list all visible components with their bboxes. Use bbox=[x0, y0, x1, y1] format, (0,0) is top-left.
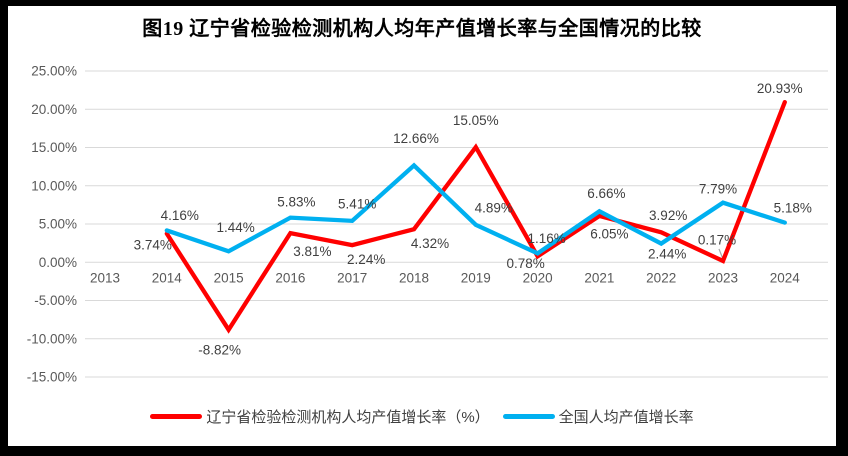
leader-line bbox=[718, 248, 724, 259]
data-label: 6.05% bbox=[590, 227, 628, 242]
data-label: -8.82% bbox=[198, 342, 241, 357]
x-tick-label: 2023 bbox=[708, 270, 738, 285]
series-line-national bbox=[164, 162, 787, 256]
y-tick-label: 20.00% bbox=[31, 102, 77, 117]
data-label: 6.66% bbox=[587, 186, 625, 201]
x-tick-label: 2019 bbox=[461, 270, 491, 285]
x-tick-label: 2015 bbox=[214, 270, 244, 285]
x-tick-label: 2024 bbox=[770, 270, 801, 285]
data-label: 1.44% bbox=[216, 220, 254, 235]
legend-swatch-liaoning-icon bbox=[150, 414, 203, 419]
data-label: 5.18% bbox=[774, 200, 812, 215]
data-label: 2.24% bbox=[347, 252, 385, 267]
data-label: 3.81% bbox=[293, 244, 331, 259]
data-label: 3.92% bbox=[649, 208, 687, 223]
x-tick-label: 2014 bbox=[152, 270, 183, 285]
data-label: 12.66% bbox=[393, 131, 439, 146]
x-tick-label: 2016 bbox=[275, 270, 305, 285]
data-label: 5.41% bbox=[338, 197, 376, 212]
legend-swatch-national-icon bbox=[502, 414, 555, 419]
data-label: 0.17% bbox=[698, 233, 736, 248]
y-tick-label: -10.00% bbox=[27, 331, 77, 346]
y-tick-label: 0.00% bbox=[39, 255, 77, 270]
data-label: 15.05% bbox=[453, 113, 499, 128]
line-chart-plot: 25.00% 20.00% 15.00% 10.00% 5.00% 0.00% -5.00%… bbox=[27, 64, 828, 385]
legend-label-national: 全国人均产值增长率 bbox=[558, 409, 694, 426]
data-label: 2.44% bbox=[648, 246, 686, 261]
x-tick-label: 2022 bbox=[646, 270, 676, 285]
data-label: 5.83% bbox=[277, 194, 315, 209]
x-tick-label: 2020 bbox=[523, 270, 553, 285]
data-label: 4.32% bbox=[411, 236, 449, 251]
data-label: 3.74% bbox=[134, 237, 172, 252]
x-tick-label: 2017 bbox=[337, 270, 367, 285]
data-label: 4.89% bbox=[475, 201, 513, 216]
y-tick-label: 15.00% bbox=[31, 140, 77, 155]
y-tick-label: 5.00% bbox=[39, 217, 77, 232]
legend-label-liaoning: 辽宁省检验检测机构人均产值增长率（%） bbox=[206, 409, 490, 426]
legend-item-liaoning: 辽宁省检验检测机构人均产值增长率（%） bbox=[150, 406, 490, 427]
chart-title: 图19 辽宁省检验检测机构人均年产值增长率与全国情况的比较 bbox=[142, 18, 702, 40]
y-tick-label: 10.00% bbox=[31, 178, 77, 193]
data-label: 1.16% bbox=[527, 231, 565, 246]
data-label: 20.93% bbox=[757, 81, 803, 96]
y-tick-label: -5.00% bbox=[34, 293, 77, 308]
chart-legend: 辽宁省检验检测机构人均产值增长率（%） 全国人均产值增长率 bbox=[8, 406, 836, 427]
series-line-liaoning bbox=[164, 99, 787, 334]
y-tick-label: -15.00% bbox=[27, 370, 77, 385]
data-label: 0.78% bbox=[506, 256, 544, 271]
data-label: 7.79% bbox=[699, 181, 737, 196]
x-tick-label: 2013 bbox=[90, 270, 120, 285]
data-label: 4.16% bbox=[161, 208, 199, 223]
x-tick-label: 2018 bbox=[399, 270, 429, 285]
x-tick-label: 2021 bbox=[584, 270, 614, 285]
legend-item-national: 全国人均产值增长率 bbox=[502, 406, 694, 427]
y-tick-label: 25.00% bbox=[31, 64, 77, 79]
